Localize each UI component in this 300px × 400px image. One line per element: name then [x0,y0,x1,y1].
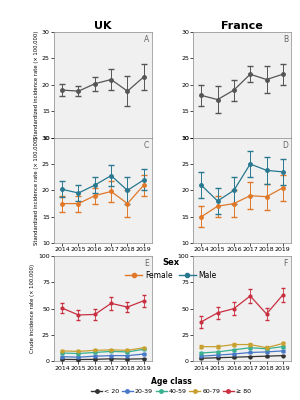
Y-axis label: Standardized incidence rate (× 100,000): Standardized incidence rate (× 100,000) [34,31,39,139]
Title: France: France [221,21,263,31]
Legend: < 20, 20-39, 40-59, 60-79, ≥ 80: < 20, 20-39, 40-59, 60-79, ≥ 80 [88,374,254,397]
Text: A: A [144,35,149,44]
Y-axis label: Standardized incidence rate (× 100,000): Standardized incidence rate (× 100,000) [34,136,39,244]
Y-axis label: Crude incidence rate (× 100,000): Crude incidence rate (× 100,000) [30,264,35,353]
Title: UK: UK [94,21,112,31]
Text: C: C [144,141,149,150]
Text: E: E [144,259,149,268]
Legend: Female, Male: Female, Male [122,255,220,283]
Text: B: B [283,35,288,44]
Text: F: F [284,259,288,268]
Text: D: D [282,141,288,150]
